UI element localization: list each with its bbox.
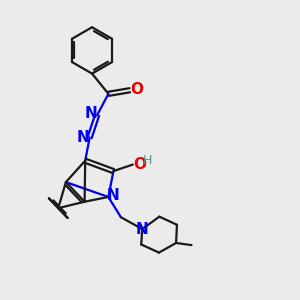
Text: N: N [84,106,97,121]
Text: N: N [77,130,89,145]
Text: H: H [143,154,152,166]
Text: O: O [130,82,143,97]
Text: O: O [133,157,146,172]
Text: N: N [106,188,119,203]
Text: N: N [136,222,148,237]
